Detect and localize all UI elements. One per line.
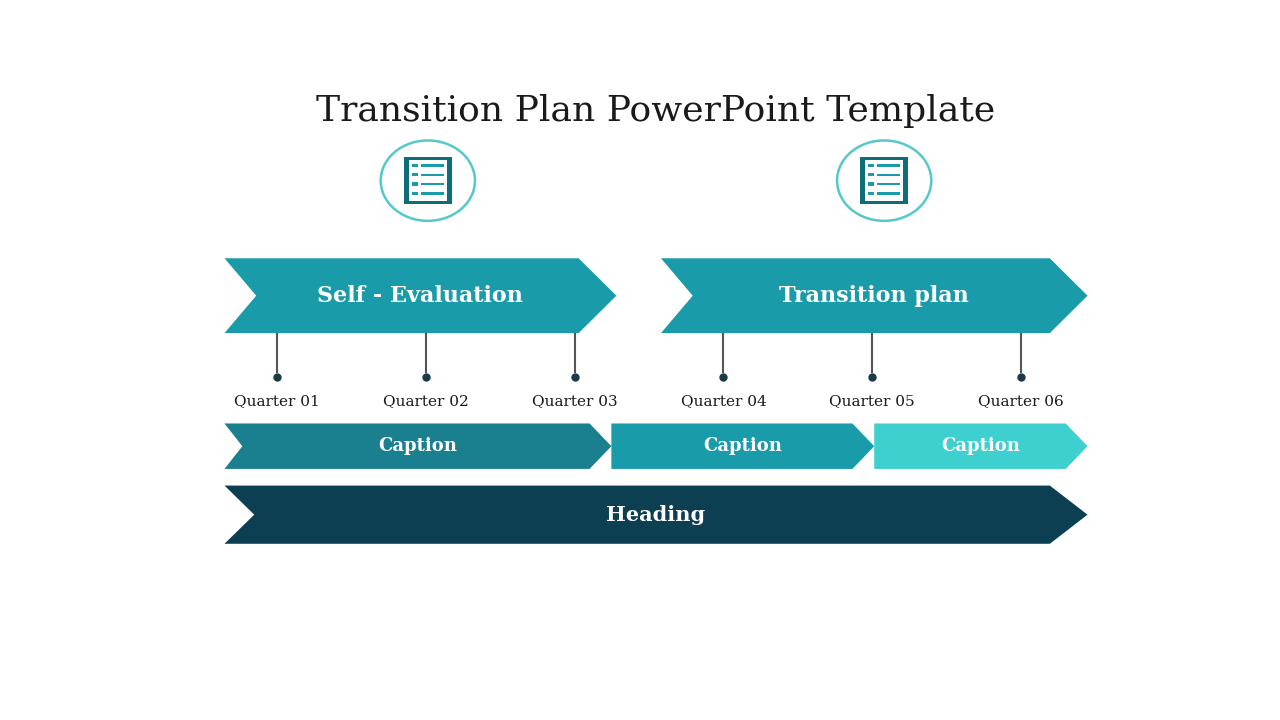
FancyBboxPatch shape: [877, 174, 900, 176]
FancyBboxPatch shape: [877, 183, 900, 185]
FancyBboxPatch shape: [412, 192, 417, 195]
FancyBboxPatch shape: [404, 157, 452, 204]
FancyBboxPatch shape: [868, 182, 874, 186]
FancyBboxPatch shape: [421, 164, 444, 167]
Text: Quarter 04: Quarter 04: [681, 394, 767, 408]
Text: Transition Plan PowerPoint Template: Transition Plan PowerPoint Template: [316, 94, 996, 128]
FancyBboxPatch shape: [868, 192, 874, 195]
FancyBboxPatch shape: [877, 164, 900, 167]
Text: Caption: Caption: [379, 437, 457, 455]
FancyBboxPatch shape: [412, 174, 417, 176]
Text: Caption: Caption: [704, 437, 782, 455]
FancyBboxPatch shape: [412, 182, 417, 186]
FancyBboxPatch shape: [412, 164, 417, 167]
Polygon shape: [660, 258, 1088, 333]
FancyBboxPatch shape: [868, 164, 874, 167]
Text: Quarter 02: Quarter 02: [383, 394, 468, 408]
Text: Caption: Caption: [942, 437, 1020, 455]
Text: Quarter 06: Quarter 06: [978, 394, 1064, 408]
FancyBboxPatch shape: [877, 192, 900, 194]
Polygon shape: [874, 423, 1088, 469]
FancyBboxPatch shape: [421, 192, 444, 194]
Text: Quarter 03: Quarter 03: [532, 394, 617, 408]
FancyBboxPatch shape: [421, 183, 444, 185]
Text: Quarter 05: Quarter 05: [829, 394, 915, 408]
Polygon shape: [224, 423, 612, 469]
FancyBboxPatch shape: [410, 160, 447, 202]
Text: Self - Evaluation: Self - Evaluation: [317, 284, 524, 307]
Polygon shape: [224, 258, 617, 333]
FancyBboxPatch shape: [421, 174, 444, 176]
Polygon shape: [612, 423, 874, 469]
Polygon shape: [224, 485, 1088, 544]
FancyBboxPatch shape: [865, 160, 902, 202]
Text: Quarter 01: Quarter 01: [234, 394, 320, 408]
Text: Heading: Heading: [607, 505, 705, 525]
FancyBboxPatch shape: [868, 174, 874, 176]
Text: Transition plan: Transition plan: [780, 284, 969, 307]
FancyBboxPatch shape: [860, 157, 908, 204]
